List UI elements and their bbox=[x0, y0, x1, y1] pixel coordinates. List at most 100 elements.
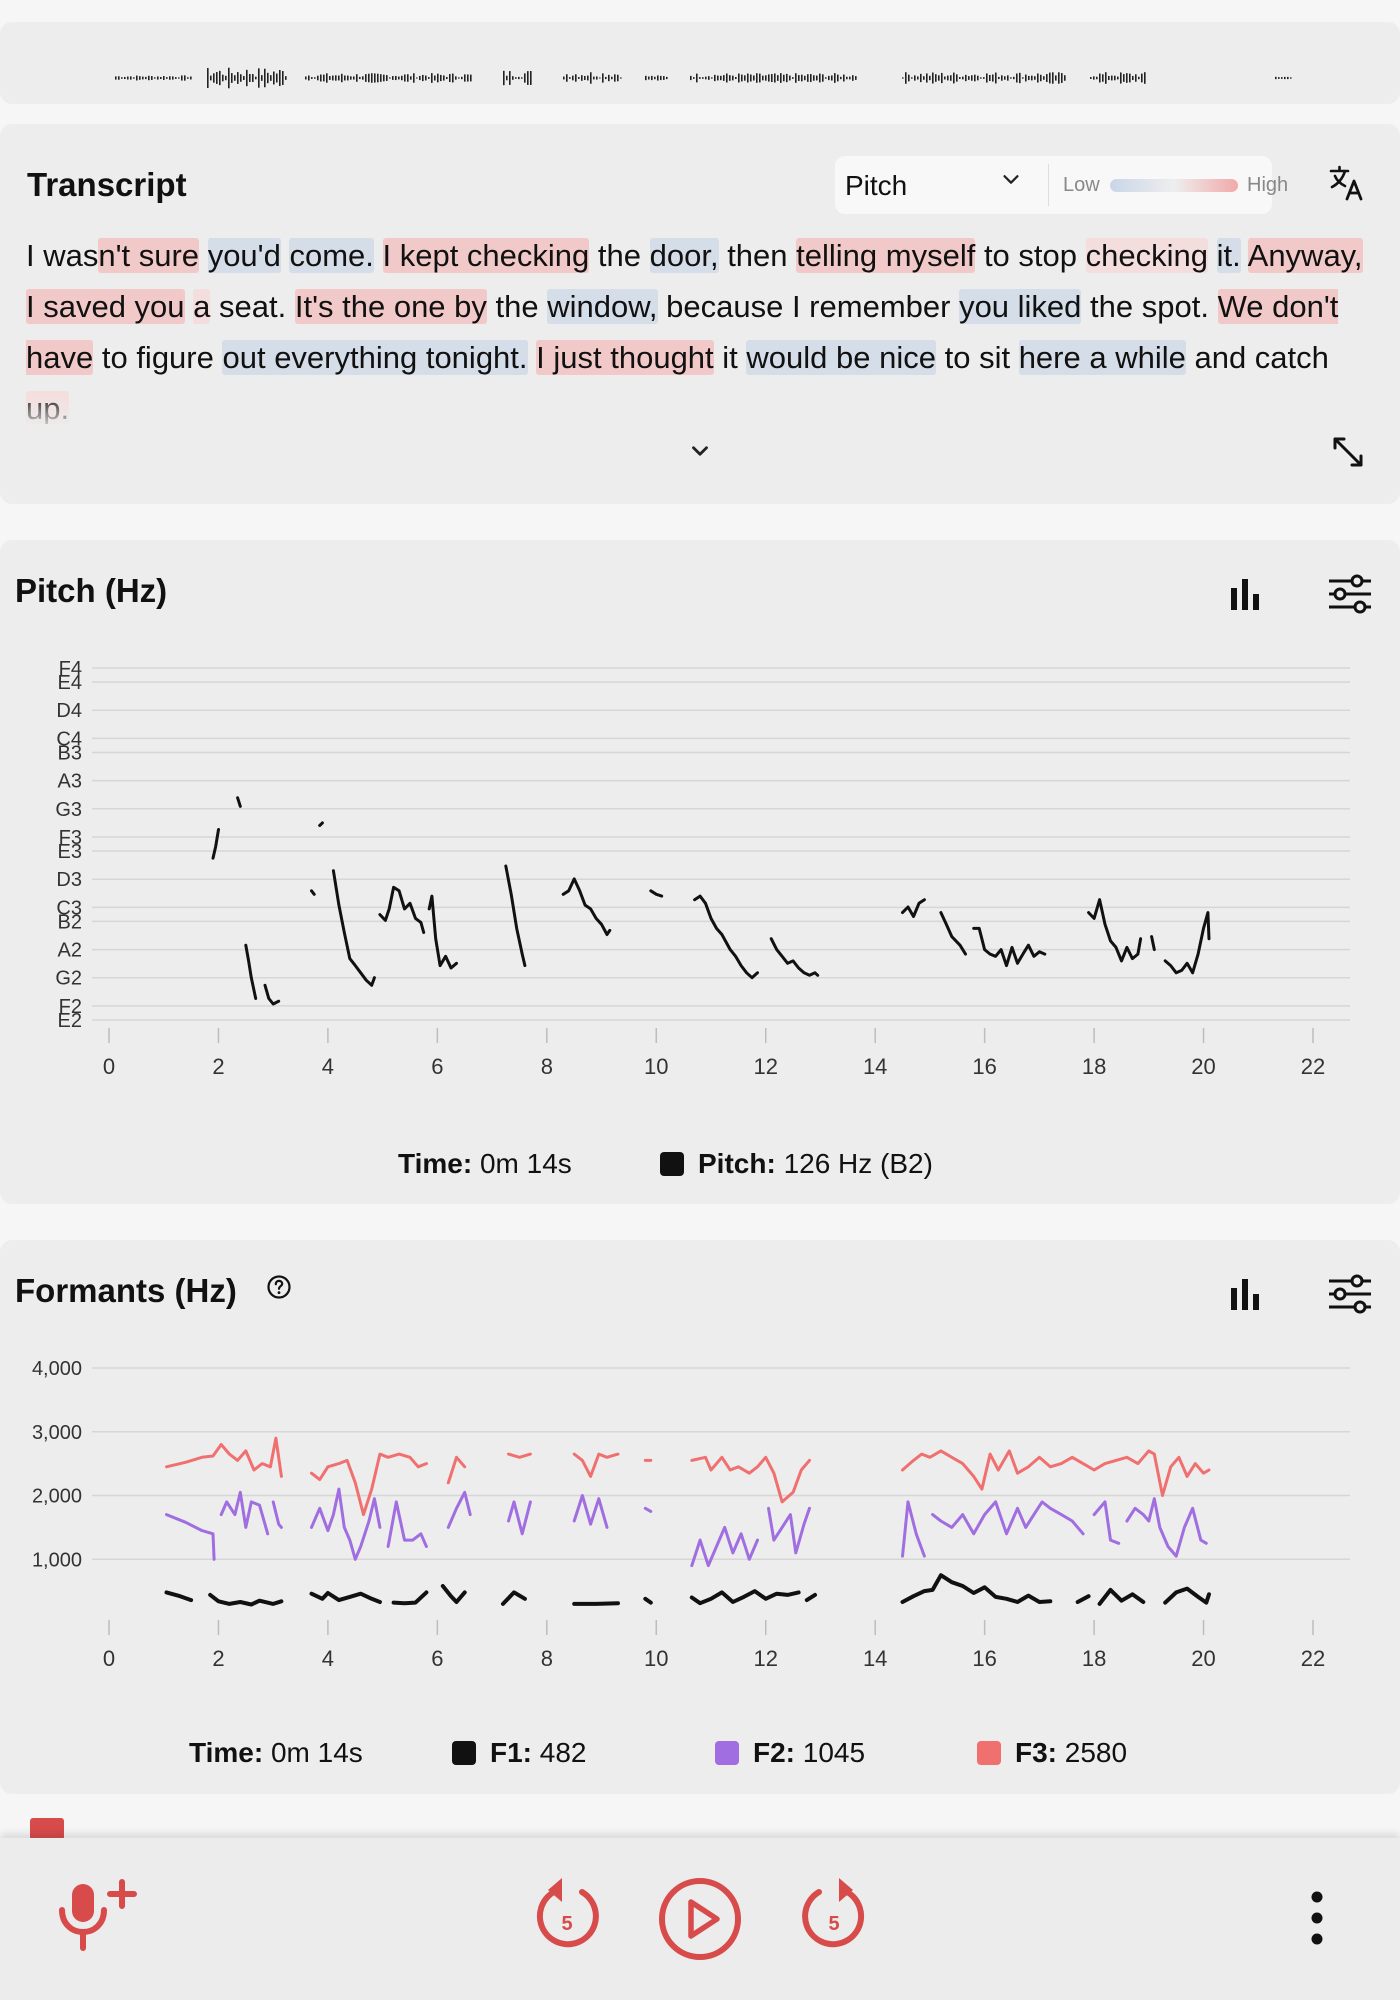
transcript-word[interactable]: come. bbox=[289, 238, 374, 273]
waveform-bar bbox=[398, 76, 400, 80]
waveform-bar bbox=[777, 75, 779, 81]
metric-select[interactable]: Pitch Low High bbox=[835, 156, 1288, 214]
transcript-word[interactable]: the bbox=[589, 238, 650, 273]
waveform-bar bbox=[935, 74, 937, 82]
translate-icon[interactable] bbox=[1328, 164, 1366, 207]
waveform-bar bbox=[1281, 77, 1283, 79]
waveform-bar bbox=[834, 73, 836, 83]
transcript-word[interactable]: I kept checking bbox=[382, 238, 590, 273]
transcript-word[interactable]: door, bbox=[649, 238, 719, 273]
more-vert-icon[interactable] bbox=[1302, 1890, 1332, 1951]
f3-readout: F3: 2580 bbox=[977, 1737, 1127, 1769]
transcript-word[interactable]: it bbox=[713, 340, 747, 375]
pitch-line bbox=[504, 864, 527, 968]
formant-time-readout: Time: 0m 14s bbox=[189, 1737, 363, 1769]
transcript-word[interactable]: you'd bbox=[207, 238, 281, 273]
waveform-bar bbox=[431, 73, 433, 83]
transcript-word[interactable]: out everything tonight. bbox=[222, 340, 528, 375]
transcript-word[interactable]: to figure bbox=[93, 340, 223, 375]
waveform-graphic[interactable] bbox=[0, 22, 1400, 104]
bar-chart-icon[interactable] bbox=[1228, 1276, 1264, 1317]
waveform-bar bbox=[648, 76, 650, 80]
play-icon[interactable] bbox=[657, 1876, 743, 1967]
transcript-word[interactable] bbox=[1241, 238, 1248, 273]
bar-chart-icon[interactable] bbox=[1228, 576, 1264, 617]
f2-label: F2: bbox=[753, 1737, 795, 1768]
transcript-word[interactable]: It's the one by bbox=[294, 289, 487, 324]
transcript-text[interactable]: I wasn't sure you'd come. I kept checkin… bbox=[26, 230, 1376, 424]
waveform-bar bbox=[735, 76, 737, 80]
waveform-bar bbox=[593, 76, 595, 80]
waveform-bar bbox=[744, 75, 746, 81]
pitch-line bbox=[211, 828, 220, 860]
expand-icon[interactable] bbox=[1330, 434, 1366, 475]
transcript-word[interactable]: checking bbox=[1085, 238, 1208, 273]
f3-line bbox=[446, 1455, 467, 1485]
forward-5-icon[interactable]: 5 bbox=[799, 1876, 869, 1961]
transcript-word[interactable]: a bbox=[193, 289, 211, 324]
transcript-word[interactable]: Anyway, bbox=[1247, 238, 1363, 273]
transcript-word[interactable]: I saved you bbox=[26, 289, 185, 324]
transcript-word[interactable]: the bbox=[486, 289, 548, 324]
help-icon[interactable] bbox=[266, 1274, 292, 1305]
f1-series bbox=[164, 1573, 1211, 1607]
tune-icon[interactable] bbox=[1327, 1274, 1373, 1319]
transcript-word[interactable]: telling myself bbox=[796, 238, 976, 273]
waveform-bar bbox=[1090, 77, 1092, 79]
waveform-bar bbox=[1111, 75, 1113, 81]
f1-value: 482 bbox=[539, 1737, 587, 1768]
transcript-word[interactable] bbox=[185, 289, 194, 324]
waveform-bar bbox=[983, 77, 985, 79]
f2-line bbox=[767, 1506, 811, 1555]
waveform-bar bbox=[771, 74, 773, 82]
pitch-value-readout: Pitch: 126 Hz (B2) bbox=[660, 1148, 933, 1180]
waveform-bar bbox=[521, 77, 523, 79]
waveform-bar bbox=[929, 75, 931, 81]
waveform-bar bbox=[566, 74, 568, 82]
waveform-bar bbox=[353, 76, 355, 80]
waveform-bar bbox=[768, 74, 770, 82]
transcript-word[interactable]: n't sure bbox=[98, 238, 200, 273]
transcript-word[interactable]: I was bbox=[26, 238, 99, 273]
transcript-word[interactable]: here a while bbox=[1018, 340, 1186, 375]
transcript-word[interactable]: it. bbox=[1216, 238, 1241, 273]
f1-label: F1: bbox=[490, 1737, 532, 1768]
x-tick-label: 16 bbox=[972, 1054, 996, 1079]
tune-icon[interactable] bbox=[1327, 574, 1373, 619]
mic-plus-icon[interactable] bbox=[56, 1878, 142, 1959]
transcript-word[interactable]: and catch bbox=[1185, 340, 1329, 375]
replay-5-icon[interactable]: 5 bbox=[532, 1876, 602, 1961]
transcript-word[interactable] bbox=[199, 238, 208, 273]
transcript-word[interactable]: to stop bbox=[975, 238, 1086, 273]
transcript-word[interactable]: window, bbox=[547, 289, 658, 324]
waveform-bar bbox=[115, 76, 117, 80]
transcript-word[interactable]: because I remember bbox=[657, 289, 960, 324]
transcript-word[interactable]: the spot. bbox=[1081, 289, 1218, 324]
metric-select-value: Pitch bbox=[845, 170, 908, 201]
waveform-bar bbox=[849, 76, 851, 80]
waveform-bar bbox=[512, 76, 514, 80]
f3-line bbox=[165, 1436, 283, 1478]
transcript-word[interactable]: would be nice bbox=[746, 340, 936, 375]
waveform-bar bbox=[258, 68, 260, 88]
transcript-word[interactable] bbox=[374, 238, 383, 273]
f2-line bbox=[690, 1525, 759, 1568]
transcript-word[interactable]: to sit bbox=[935, 340, 1019, 375]
waveform-bar bbox=[1007, 75, 1009, 81]
waveform-bar bbox=[127, 76, 129, 80]
transcript-word[interactable] bbox=[1208, 238, 1217, 273]
chevron-down-icon[interactable] bbox=[687, 438, 713, 469]
waveform-bar bbox=[249, 74, 251, 82]
waveform-bar bbox=[911, 77, 913, 79]
waveform-bar bbox=[1135, 74, 1137, 82]
waveform-overview[interactable] bbox=[0, 22, 1400, 104]
transcript-word[interactable] bbox=[528, 340, 537, 375]
transcript-word[interactable]: then bbox=[718, 238, 797, 273]
transcript-word[interactable]: I just thought bbox=[536, 340, 714, 375]
f2-series bbox=[165, 1487, 1208, 1568]
transcript-word[interactable]: seat. bbox=[210, 289, 295, 324]
waveform-bar bbox=[750, 74, 752, 82]
formants-chart[interactable]: 1,000 2,000 3,000 4,000 0 2 4 6 8 10 12 14 16 18 20 22 bbox=[0, 1240, 1400, 1680]
transcript-word[interactable]: you liked bbox=[959, 289, 1082, 324]
